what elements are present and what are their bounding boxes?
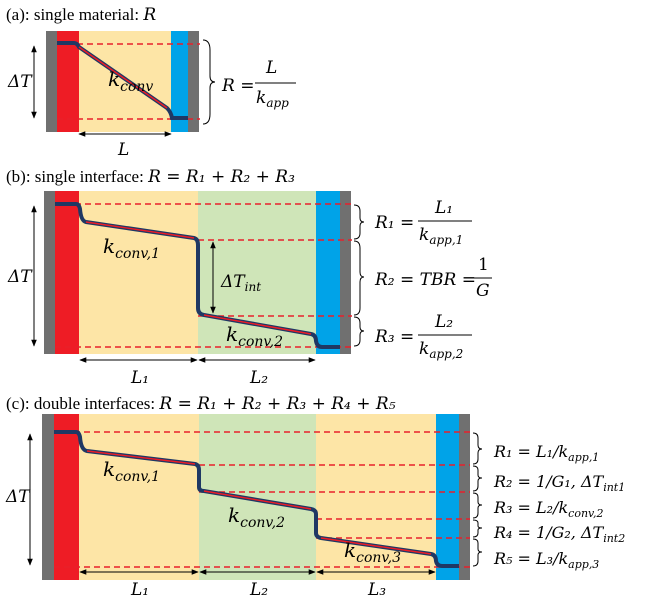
left-wall bbox=[42, 414, 54, 580]
k-conv-2-label: kconv,2 bbox=[228, 503, 285, 531]
hot-reservoir bbox=[57, 31, 79, 132]
right-wall bbox=[340, 191, 351, 354]
cold-reservoir bbox=[316, 191, 340, 354]
panel-a-caption: (a): single material: R bbox=[6, 5, 156, 25]
svg-text:R₁ =: R₁ = bbox=[374, 213, 414, 233]
resistance-r1-formula: R₁ = L₁ kapp,1 bbox=[374, 198, 472, 247]
resistance-r3-formula: R₃ = L₂/kconv,2 bbox=[493, 498, 603, 520]
temperature-level-lines bbox=[55, 203, 352, 348]
svg-text:kapp,2: kapp,2 bbox=[419, 339, 463, 361]
right-wall bbox=[188, 31, 199, 132]
temperature-profile bbox=[57, 41, 188, 120]
k-conv-1-label: kconv,1 bbox=[103, 457, 160, 485]
material-1-region bbox=[79, 191, 198, 354]
resistance-r2-formula: R₂ = 1/G₁, ΔTint1 bbox=[493, 472, 625, 494]
left-wall bbox=[46, 31, 57, 132]
length-2-label: L₂ bbox=[249, 368, 268, 388]
k-conv-3-label: kconv,3 bbox=[344, 538, 401, 566]
k-conv-1-label: kconv,1 bbox=[103, 234, 160, 262]
material-2-region bbox=[198, 191, 316, 354]
material-1-region bbox=[79, 414, 199, 580]
resistance-braces bbox=[472, 432, 483, 567]
svg-text:kapp: kapp bbox=[256, 88, 289, 110]
panel-b-caption: (b): single interface: R = R₁ + R₂ + R₃ bbox=[6, 167, 295, 187]
resistance-r5-formula: R₅ = L₃/kapp,3 bbox=[493, 549, 599, 571]
delta-t-label: ΔT bbox=[7, 267, 33, 287]
length-1-label: L₁ bbox=[130, 580, 149, 600]
length-1-label: L₁ bbox=[130, 368, 149, 388]
svg-text:R₂ = TBR =: R₂ = TBR = bbox=[374, 270, 476, 290]
resistance-brace bbox=[202, 39, 216, 125]
hot-reservoir bbox=[54, 414, 79, 580]
panel-a: (a): single material: R ΔT kconv L R = L… bbox=[6, 5, 296, 160]
panel-c-caption: (c): double interfaces: R = R₁ + R₂ + R₃… bbox=[6, 394, 396, 414]
temperature-profile bbox=[55, 202, 340, 349]
svg-text:L₁: L₁ bbox=[434, 198, 453, 218]
svg-text:kapp,1: kapp,1 bbox=[419, 225, 463, 247]
resistance-formula: R = L kapp bbox=[221, 58, 296, 110]
length-2-label: L₂ bbox=[249, 580, 268, 600]
temperature-profile bbox=[54, 430, 459, 568]
svg-text:R₃ =: R₃ = bbox=[374, 327, 414, 347]
panel-b: (b): single interface: R = R₁ + R₂ + R₃ … bbox=[6, 167, 492, 388]
left-wall bbox=[44, 191, 55, 354]
svg-text:L₂: L₂ bbox=[434, 312, 453, 332]
delta-t-int-label: ΔTint bbox=[220, 272, 261, 294]
resistance-r1-formula: R₁ = L₁/kapp,1 bbox=[493, 442, 599, 464]
cold-reservoir bbox=[171, 31, 188, 132]
resistance-braces bbox=[353, 204, 365, 347]
delta-t-label: ΔT bbox=[7, 72, 33, 92]
cold-reservoir bbox=[436, 414, 459, 580]
delta-t-label: ΔT bbox=[5, 487, 31, 507]
temperature-level-lines bbox=[54, 431, 470, 568]
svg-text:R =: R = bbox=[221, 76, 254, 96]
svg-text:L: L bbox=[265, 58, 277, 78]
resistance-r3-formula: R₃ = L₂ kapp,2 bbox=[374, 312, 472, 361]
panel-c: (c): double interfaces: R = R₁ + R₂ + R₃… bbox=[5, 394, 625, 600]
hot-reservoir bbox=[55, 191, 79, 354]
k-conv-2-label: kconv,2 bbox=[226, 322, 283, 350]
svg-text:1: 1 bbox=[478, 255, 489, 275]
length-label: L bbox=[117, 140, 129, 160]
material-region bbox=[79, 31, 171, 132]
resistance-r4-formula: R₄ = 1/G₂, ΔTint2 bbox=[493, 523, 625, 545]
svg-text:G: G bbox=[476, 281, 490, 301]
k-conv-label: kconv bbox=[108, 67, 153, 95]
length-3-label: L₃ bbox=[367, 580, 386, 600]
resistance-r2-formula: R₂ = TBR = 1 G bbox=[374, 255, 492, 301]
right-wall bbox=[459, 414, 470, 580]
material-2-region bbox=[199, 414, 316, 580]
